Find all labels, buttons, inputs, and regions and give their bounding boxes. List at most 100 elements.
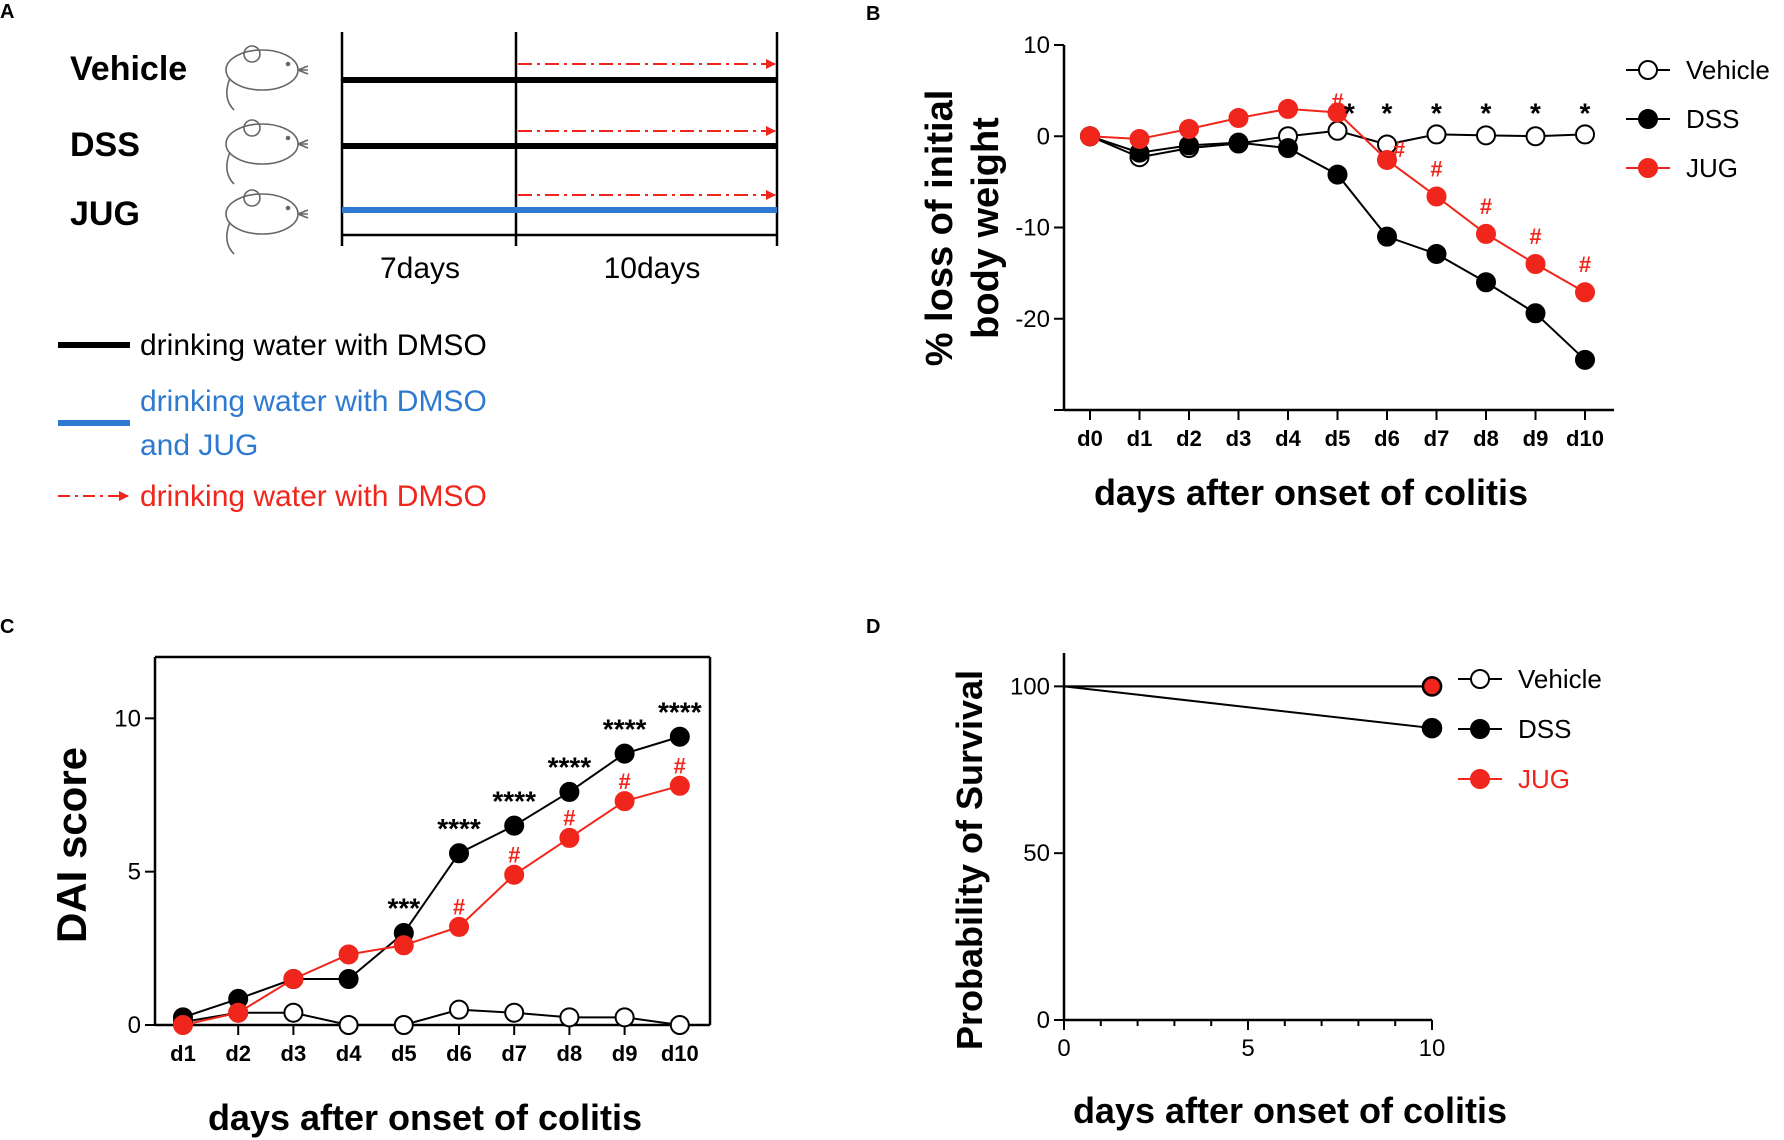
data-point-jug	[393, 935, 414, 956]
data-point-jug	[1228, 108, 1249, 128]
data-point-dss	[1575, 349, 1595, 370]
panel-a: A Vehicle DSS JUG	[0, 1, 779, 513]
data-point-jug	[228, 1002, 249, 1023]
duration-7days: 7days	[380, 252, 460, 285]
data-point-dss	[1377, 226, 1397, 247]
data-point-jug	[559, 827, 580, 848]
chart-dai-score: 0 5 10 d1 d2 d3 d4 d5 d6 d7 d8 d9 d10 days after onse…	[48, 655, 712, 1138]
legend-marker-vehicle	[1638, 60, 1658, 80]
significance-annotation: *	[1382, 98, 1393, 129]
x-tick-label: d10	[1566, 426, 1604, 451]
legend-label-vehicle: Vehicle	[1686, 55, 1770, 85]
group-label-jug: JUG	[70, 195, 140, 233]
data-point-dss	[1228, 132, 1249, 153]
legend-marker-dss	[1638, 109, 1658, 129]
x-tick-label: d2	[225, 1041, 251, 1066]
significance-annotation: #	[1529, 224, 1541, 249]
x-tick-label: d5	[391, 1041, 417, 1066]
x-tick-label: d7	[1424, 426, 1450, 451]
significance-annotation: #	[674, 754, 686, 779]
group-label-vehicle: Vehicle	[70, 50, 187, 88]
legend-marker-jug	[1470, 769, 1490, 789]
x-tick-label: d4	[1275, 426, 1301, 451]
data-point-dss	[1327, 164, 1348, 185]
data-point-vehicle	[1426, 124, 1447, 145]
significance-annotation: ***	[387, 893, 420, 924]
x-tick-label: d9	[612, 1041, 638, 1066]
data-point-jug	[1575, 282, 1595, 303]
y-axis-label-line-1: % loss of initial	[919, 90, 961, 367]
data-point-vehicle	[614, 1007, 635, 1028]
data-point-jug	[338, 944, 359, 965]
legend-label-dss: DSS	[1686, 104, 1739, 134]
legend-red-label: drinking water with DMSO	[140, 480, 487, 513]
x-axis-label: days after onset of colitis	[1073, 1090, 1507, 1131]
legend-label-dss: DSS	[1518, 714, 1571, 744]
x-tick-label: d3	[281, 1041, 307, 1066]
data-point-vehicle	[283, 1002, 304, 1023]
significance-annotation: *	[1344, 98, 1355, 129]
data-point-dss	[1476, 272, 1496, 293]
x-tick-label: d9	[1523, 426, 1549, 451]
data-point-jug	[669, 775, 690, 796]
data-point-jug	[1426, 186, 1447, 207]
panel-c-letter: C	[0, 616, 14, 638]
data-point-dss	[614, 743, 635, 764]
data-point-dss	[504, 815, 525, 836]
significance-annotation: *	[1580, 98, 1591, 129]
panel-a-letter: A	[0, 1, 14, 23]
significance-annotation: ****	[492, 785, 536, 816]
y-tick-label: -20	[1015, 306, 1050, 333]
y-tick-label: 50	[1023, 840, 1050, 867]
y-axis-label: Probability of Survival	[949, 670, 990, 1050]
x-tick-label: d5	[1325, 426, 1351, 451]
significance-annotation: ****	[603, 713, 647, 744]
significance-annotation: *	[1431, 98, 1442, 129]
x-tick-label: d6	[446, 1041, 472, 1066]
y-tick-label: 10	[1023, 32, 1050, 59]
chart-survival: 0 50 100 0 5 10 Probability of Survival days af…	[949, 653, 1602, 1131]
data-point-jug	[1129, 128, 1150, 149]
significance-annotation: #	[1430, 156, 1442, 181]
x-tick-label: d6	[1374, 426, 1400, 451]
group-label-dss: DSS	[70, 126, 140, 164]
data-point-jug	[1327, 102, 1348, 123]
data-point-vehicle	[1575, 124, 1595, 145]
x-tick-label: d2	[1176, 426, 1202, 451]
legend-label-jug: JUG	[1686, 153, 1738, 183]
duration-10days: 10days	[604, 252, 701, 285]
data-point-jug	[1080, 126, 1100, 147]
x-tick-label: 10	[1419, 1035, 1446, 1062]
data-point-vehicle	[559, 1007, 580, 1028]
legend-black-label: drinking water with DMSO	[140, 329, 487, 362]
y-axis-label: DAI score	[48, 747, 95, 943]
x-tick-label: d4	[336, 1041, 362, 1066]
data-point-dss	[338, 969, 359, 989]
data-point-jug	[1377, 149, 1397, 170]
x-tick-label: d3	[1226, 426, 1252, 451]
significance-annotation: ****	[658, 696, 702, 727]
legend-label-jug: JUG	[1518, 764, 1570, 794]
x-tick-label: d8	[1473, 426, 1499, 451]
data-point-jug	[1179, 118, 1199, 139]
legend-label-vehicle: Vehicle	[1518, 664, 1602, 694]
data-point-dss	[449, 843, 469, 864]
significance-annotation: #	[508, 842, 520, 867]
legend-blue-label-1: drinking water with DMSO	[140, 385, 487, 418]
series-line-dss	[182, 735, 681, 1019]
y-axis-label-line-2: body weight	[965, 117, 1007, 339]
x-tick-label: d10	[661, 1041, 699, 1066]
significance-annotation: *	[1530, 98, 1541, 129]
y-tick-label: 100	[1010, 673, 1050, 700]
data-point-vehicle	[393, 1015, 414, 1035]
significance-annotation: ****	[437, 813, 481, 844]
data-point-dss	[1179, 135, 1199, 156]
series-line-jug	[182, 784, 681, 1026]
x-tick-label: d0	[1077, 426, 1103, 451]
significance-annotation: *	[1481, 98, 1492, 129]
y-tick-label: 0	[128, 1012, 141, 1039]
series-line-dss	[1063, 685, 1433, 730]
mouse-icon	[225, 189, 309, 255]
data-point-vehicle	[504, 1002, 525, 1023]
mouse-icon	[225, 45, 309, 111]
